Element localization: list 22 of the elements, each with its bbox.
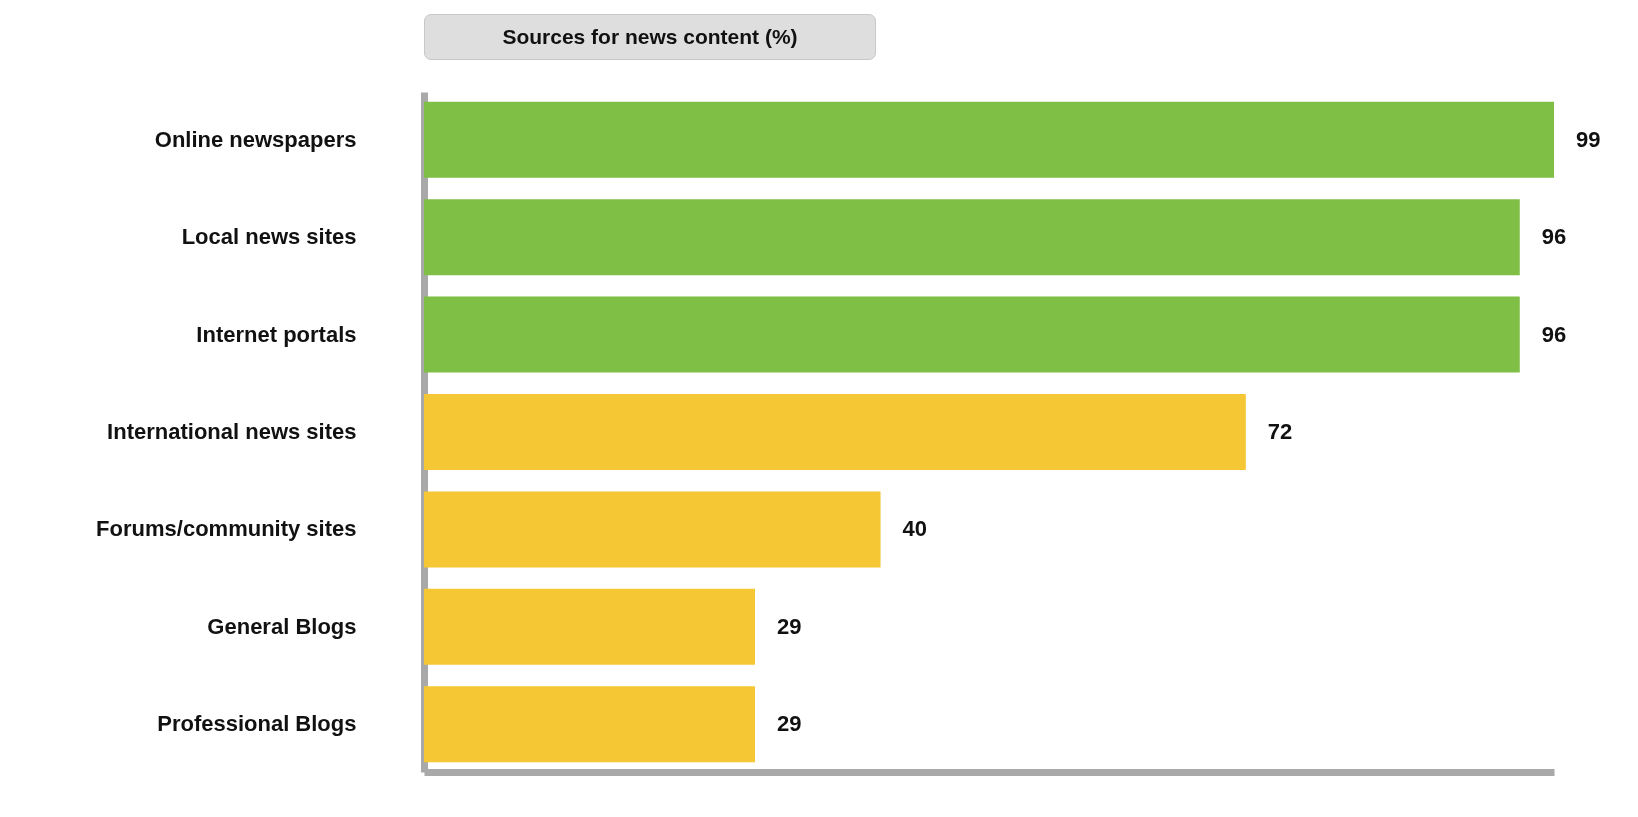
chart-title: Sources for news content (%)	[424, 14, 876, 60]
y-tick-label: Local news sites	[181, 224, 357, 250]
data-label: 29	[777, 613, 802, 639]
bar	[424, 491, 881, 568]
y-tick-label: General Blogs	[207, 613, 357, 639]
data-label: 72	[1267, 419, 1293, 444]
y-tick-label: Internet portals	[196, 321, 357, 347]
data-label: 99	[1576, 126, 1601, 152]
y-tick-label: Online newspapers	[154, 126, 357, 152]
data-label: 40	[902, 516, 928, 542]
y-tick-label: International news sites	[107, 419, 357, 444]
bar	[424, 394, 1246, 470]
y-tick-label: Forums/community sites	[96, 516, 357, 542]
data-label: 96	[1541, 321, 1567, 347]
bar	[424, 686, 756, 763]
bar	[424, 588, 756, 665]
y-tick-label: Professional Blogs	[157, 711, 357, 737]
bar	[424, 101, 1554, 178]
bar	[424, 296, 1520, 373]
data-label: 96	[1541, 224, 1567, 250]
data-label: 29	[777, 711, 802, 737]
bar	[424, 199, 1520, 276]
